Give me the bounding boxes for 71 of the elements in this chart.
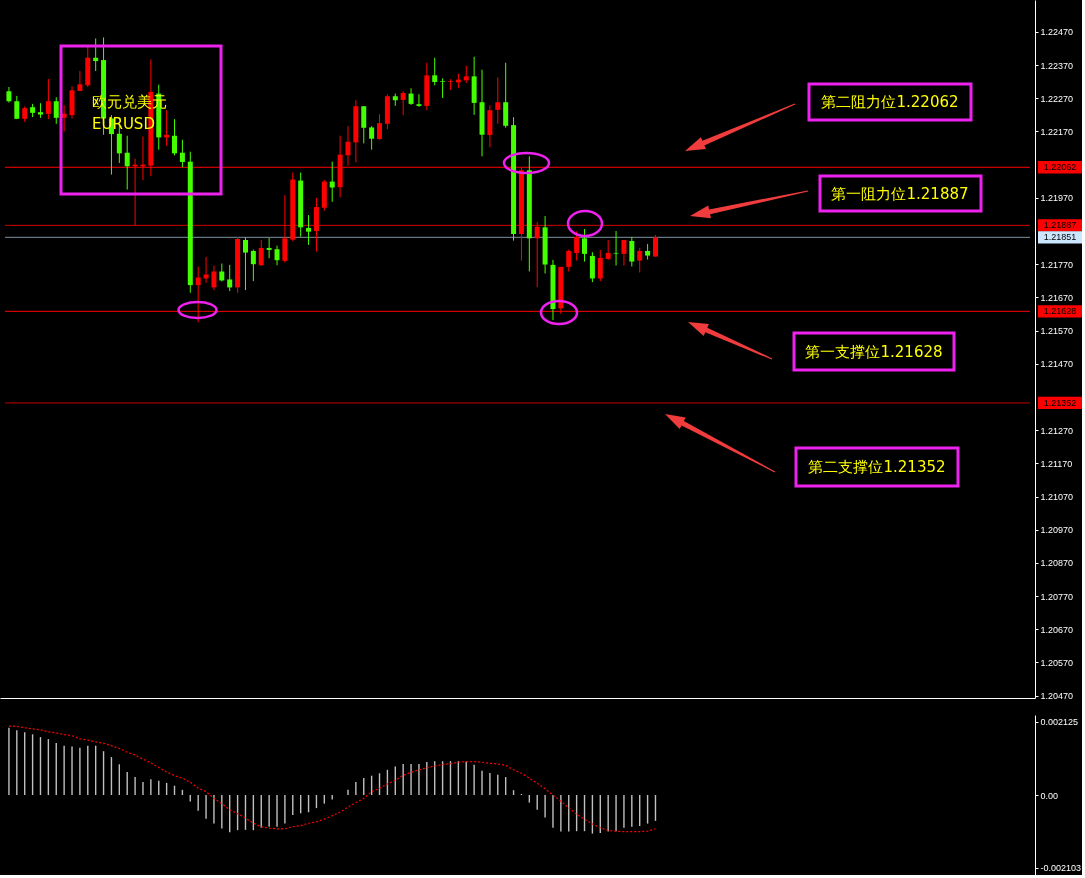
y-tick-label: 1.20670 xyxy=(1040,624,1074,635)
candlestick xyxy=(447,78,453,91)
y-tick-label: 1.21570 xyxy=(1040,326,1074,337)
candlestick xyxy=(361,105,367,144)
candlestick xyxy=(377,113,383,141)
candlestick xyxy=(503,62,509,129)
candlestick xyxy=(250,249,256,282)
candlestick xyxy=(329,161,335,203)
candlestick xyxy=(203,256,209,284)
candlestick xyxy=(179,139,185,168)
candlestick xyxy=(124,135,130,191)
y-tick-label: 1.20770 xyxy=(1040,591,1074,602)
y-tick-label: 1.20470 xyxy=(1040,691,1074,702)
candlestick xyxy=(440,77,446,99)
y-tick-label: 1.21270 xyxy=(1040,425,1074,436)
annotation: 第二支撑位1.21352 xyxy=(808,458,946,476)
candlestick xyxy=(227,264,233,292)
candlestick xyxy=(242,236,248,291)
y-tick-label: 1.20970 xyxy=(1040,525,1074,536)
annotation: 第一支撑位1.21628 xyxy=(805,342,943,361)
y-tick-label: 1.21770 xyxy=(1040,259,1074,270)
y-tick-label: 1.22270 xyxy=(1040,93,1074,104)
candlestick xyxy=(432,57,438,86)
candlestick xyxy=(400,90,406,116)
candlestick xyxy=(172,118,178,156)
line-series xyxy=(8,725,657,833)
y-tick-label: 1.21470 xyxy=(1040,359,1074,370)
candlestick xyxy=(282,194,288,264)
candlestick xyxy=(652,234,658,258)
candlestick xyxy=(274,245,280,266)
candlestick xyxy=(306,214,312,246)
y-tick-label: 1.20570 xyxy=(1040,657,1074,668)
ref-line-label: 1.21887 xyxy=(1043,220,1077,231)
candlestick xyxy=(637,247,643,273)
candlestick xyxy=(534,221,540,288)
ref-line-label: 1.21628 xyxy=(1043,306,1077,317)
y-tick-label: 1.21170 xyxy=(1040,458,1073,469)
candlestick xyxy=(574,230,580,262)
ref-line-label: 1.21352 xyxy=(1043,397,1077,408)
candlestick xyxy=(495,76,501,125)
ref-line-label: 1.22062 xyxy=(1043,162,1077,173)
candlestick xyxy=(313,197,319,253)
y-tick-label: 1.21970 xyxy=(1040,193,1074,204)
candlestick xyxy=(582,228,588,263)
annotation: 第二阻力位1.22062 xyxy=(821,93,959,111)
y-tick-label: 0.00 xyxy=(1040,790,1059,801)
y-tick-label: 1.22470 xyxy=(1040,27,1074,38)
y-tick-label: 1.22170 xyxy=(1040,126,1074,137)
y-tick-label: 1.21070 xyxy=(1040,492,1074,503)
candlestick xyxy=(566,249,572,272)
candlestick xyxy=(369,125,375,151)
candlestick xyxy=(211,265,217,291)
candlestick xyxy=(45,78,51,120)
y-tick-label: -0.002103 xyxy=(1040,863,1082,874)
annotation: 第一阻力位1.21887 xyxy=(831,184,969,203)
candlestick xyxy=(613,230,619,267)
ref-line-label: 1.21851 xyxy=(1043,232,1077,243)
candlestick xyxy=(589,251,595,283)
candlestick xyxy=(266,237,272,259)
y-tick-label: 1.20870 xyxy=(1040,558,1074,569)
y-tick-label: 1.21670 xyxy=(1040,292,1074,303)
y-tick-label: 0.002125 xyxy=(1040,717,1079,728)
candlestick xyxy=(605,239,611,261)
candlestick xyxy=(258,239,264,267)
candlestick xyxy=(53,96,59,125)
candlestick xyxy=(621,239,627,267)
candlestick xyxy=(597,249,603,282)
candlestick xyxy=(629,236,635,268)
candlestick xyxy=(416,93,422,108)
candlestick xyxy=(77,70,83,92)
y-tick-label: 1.22370 xyxy=(1040,60,1074,71)
